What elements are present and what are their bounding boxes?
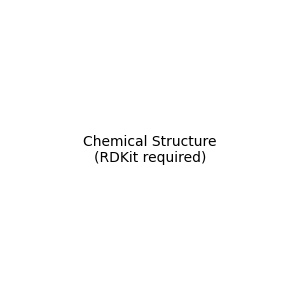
Text: Chemical Structure
(RDKit required): Chemical Structure (RDKit required) xyxy=(83,135,217,165)
